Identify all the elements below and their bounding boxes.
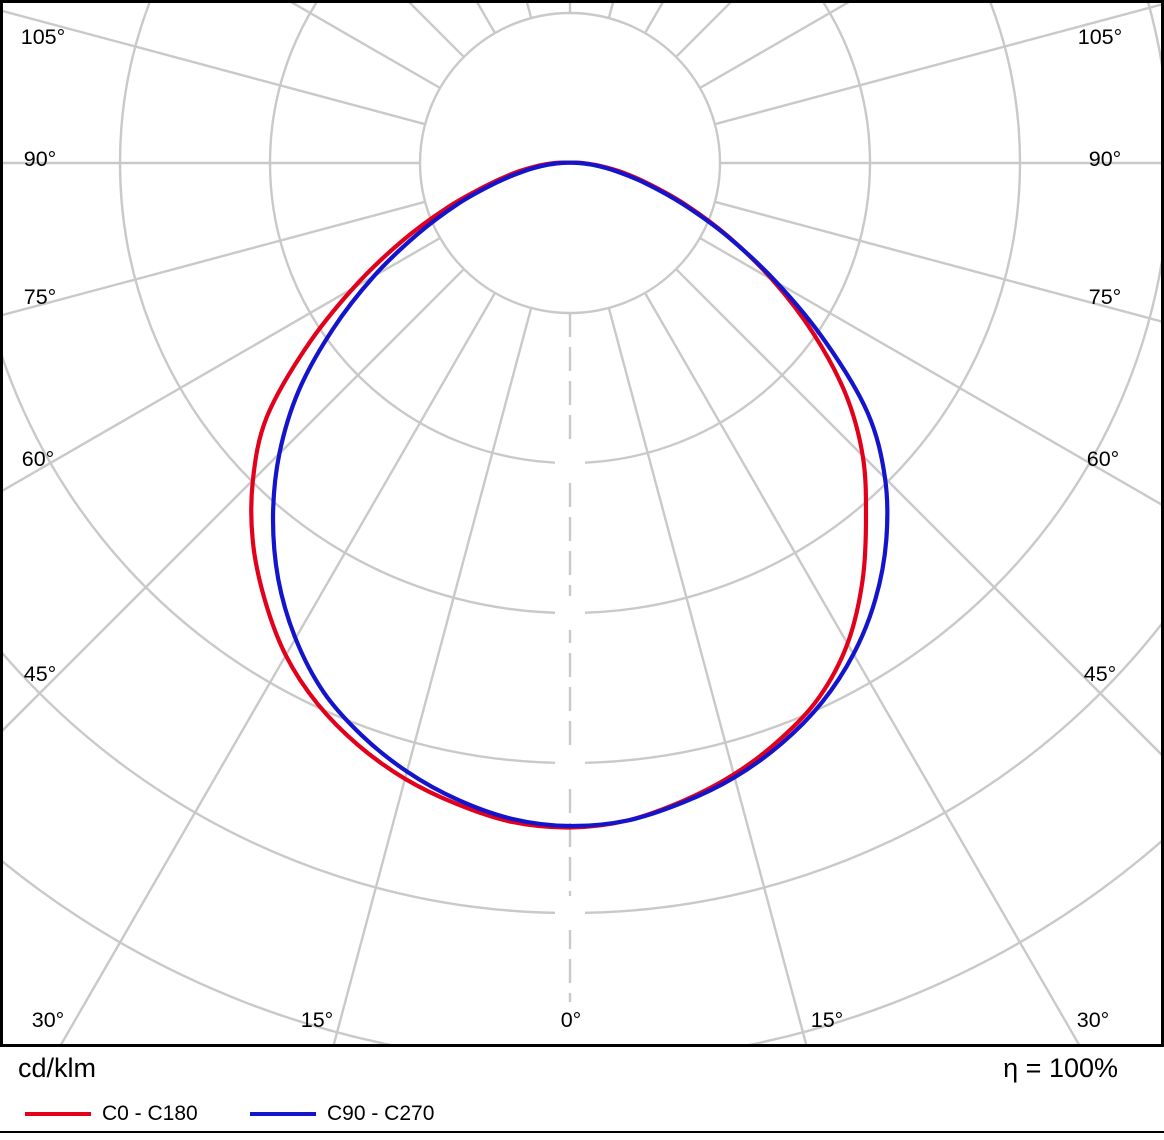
angle-tick-label: 60°: [1087, 447, 1120, 471]
legend-line-c90-c270-icon: [250, 1112, 316, 1116]
radial-unit-label: cd/klm: [18, 1053, 97, 1083]
grid-radial-line: [714, 3, 1161, 126]
legend-label-c90-c270: C90 - C270: [327, 1102, 435, 1125]
angle-tick-label: 30°: [1077, 1008, 1110, 1032]
chart-footer: cd/klm η = 100% C0 - C180 C90 - C270: [0, 1047, 1164, 1140]
angle-tick-label: 15°: [301, 1008, 334, 1032]
ring-value-blank-box: [555, 596, 585, 630]
grid-radial-line: [3, 200, 426, 317]
ring-value-blank-box: [555, 746, 585, 780]
angle-tick-label: 90°: [24, 147, 57, 171]
grid-radial-line: [3, 236, 441, 492]
grid-radial-line: [699, 236, 1161, 506]
footer-bottom-rule: [0, 1131, 1164, 1133]
efficiency-label: η = 100%: [1003, 1053, 1118, 1083]
angle-tick-label: 45°: [24, 662, 57, 686]
polar-chart: 105° 90° 75° 60° 45° 30° 15° 0° 15° 30° 45° 60° 75° 9…: [0, 0, 1164, 1047]
angle-tick-label: 45°: [1084, 662, 1117, 686]
angle-tick-label: 15°: [811, 1008, 844, 1032]
angle-tick-label: 90°: [1089, 147, 1122, 171]
ring-value-blank-box: [555, 896, 585, 930]
ring-value-blank-box: [555, 446, 585, 480]
grid-radial-line: [332, 307, 533, 1044]
legend-label-c0-c180: C0 - C180: [102, 1102, 198, 1125]
angle-tick-label: 105°: [1078, 25, 1122, 49]
grid-radial-line: [3, 9, 426, 126]
angle-tick-label: 75°: [1089, 285, 1122, 309]
legend-line-c0-c180-icon: [25, 1112, 91, 1116]
grid-radial-line: [714, 200, 1161, 323]
grid-radial-line: [3, 268, 465, 732]
angle-tick-label: 105°: [21, 25, 65, 49]
angle-tick-label: 60°: [22, 447, 55, 471]
grid-radial-line: [675, 268, 1161, 756]
legend-item-c0-c180: C0 - C180: [25, 1101, 198, 1127]
angle-tick-label: 0°: [561, 1008, 582, 1032]
intensity-curves: [249, 160, 890, 830]
angle-tick-label: 30°: [32, 1008, 65, 1032]
curve-c90-c270: [270, 160, 890, 829]
grid-radial-line: [59, 292, 497, 1044]
grid-radial-line: [607, 307, 808, 1044]
legend-item-c90-c270: C90 - C270: [250, 1101, 434, 1127]
chart-background: [0, 0, 1164, 1047]
angle-tick-label: 75°: [24, 285, 57, 309]
chart-border: [0, 0, 1164, 1047]
grid-radial-line: [643, 292, 1081, 1044]
